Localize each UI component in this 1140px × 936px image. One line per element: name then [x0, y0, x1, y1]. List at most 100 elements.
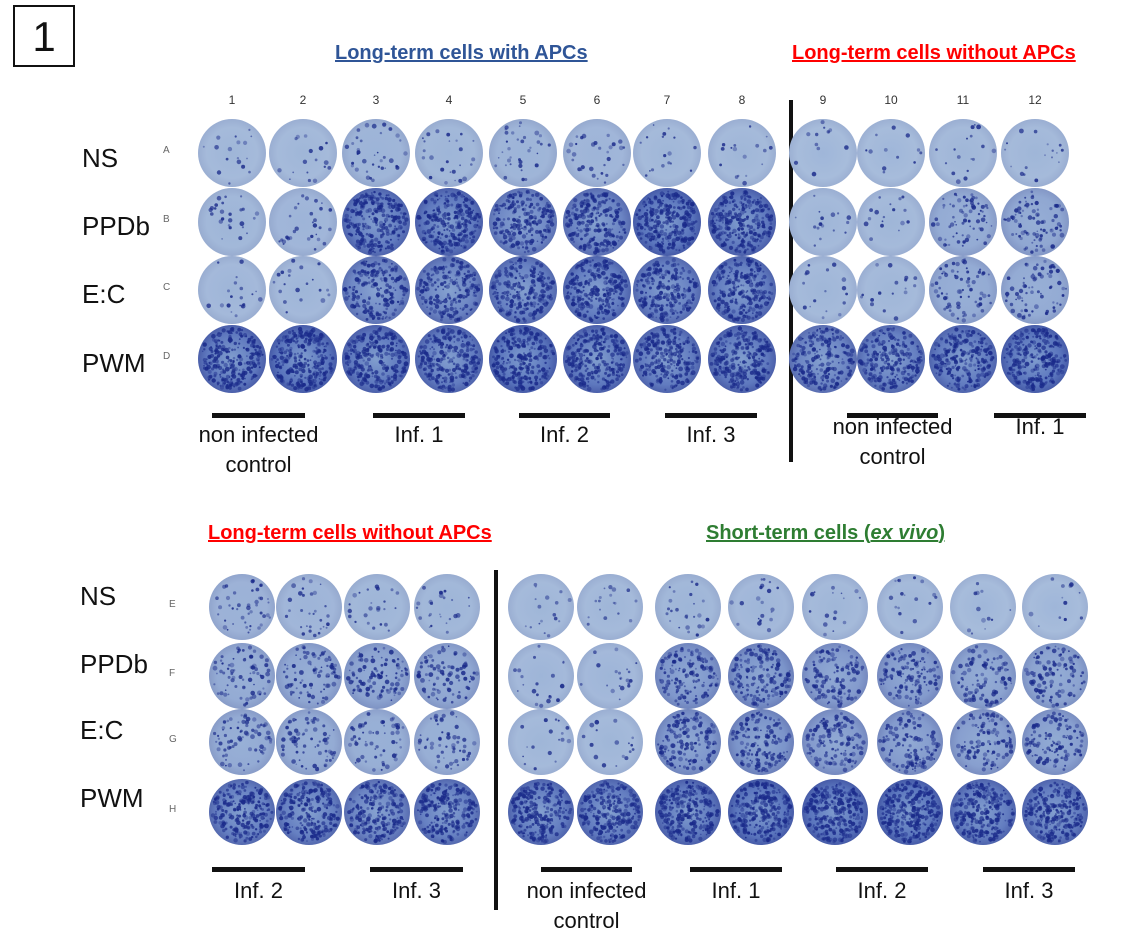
well-f4: [413, 642, 481, 710]
well-c5: [488, 255, 558, 325]
column-number-5: 5: [503, 93, 543, 107]
group-label-6-line1: Inf. 3: [939, 876, 1119, 906]
group-bar-5: [836, 867, 928, 872]
well-g4: [413, 708, 481, 776]
group-bar-1: [212, 867, 305, 872]
row-letter-g: G: [169, 734, 177, 745]
well-h8: [727, 778, 795, 846]
row-label-f: PPDb: [80, 649, 148, 680]
well-f8: [727, 642, 795, 710]
heading-short-term-suffix: ): [938, 522, 945, 544]
well-e7: [654, 573, 722, 641]
well-g9: [801, 708, 869, 776]
group-bar-1: [212, 413, 305, 418]
well-g12: [1021, 708, 1089, 776]
row-label-g: E:C: [80, 715, 123, 746]
well-c1: [197, 255, 267, 325]
column-number-1: 1: [212, 93, 252, 107]
heading-without-apcs-top: Long-term cells without APCs: [792, 42, 1076, 65]
well-e5: [507, 573, 575, 641]
well-g7: [654, 708, 722, 776]
well-f2: [275, 642, 343, 710]
well-e10: [876, 573, 944, 641]
well-d6: [562, 324, 632, 394]
row-letter-b: B: [163, 214, 170, 225]
well-h4: [413, 778, 481, 846]
well-d3: [341, 324, 411, 394]
column-number-9: 9: [803, 93, 843, 107]
group-bar-3: [519, 413, 610, 418]
heading-short-term-prefix: Short-term cells (: [706, 522, 870, 544]
well-h1: [208, 778, 276, 846]
well-b12: [1000, 187, 1070, 257]
well-g11: [949, 708, 1017, 776]
well-e12: [1021, 573, 1089, 641]
group-label-3-line2: control: [497, 906, 677, 936]
well-h9: [801, 778, 869, 846]
row-label-c: E:C: [82, 279, 125, 310]
well-g10: [876, 708, 944, 776]
well-g5: [507, 708, 575, 776]
row-letter-h: H: [169, 804, 176, 815]
group-label-1-line1: Inf. 2: [169, 876, 349, 906]
column-number-3: 3: [356, 93, 396, 107]
well-d7: [632, 324, 702, 394]
group-label-5-line2: control: [803, 442, 983, 472]
well-h2: [275, 778, 343, 846]
row-letter-d: D: [163, 351, 170, 362]
group-label-1-line1: non infected: [169, 420, 349, 450]
row-letter-f: F: [169, 668, 175, 679]
well-g1: [208, 708, 276, 776]
group-label-2-line1: Inf. 3: [327, 876, 507, 906]
well-g6: [576, 708, 644, 776]
well-f9: [801, 642, 869, 710]
well-c10: [856, 255, 926, 325]
well-f12: [1021, 642, 1089, 710]
well-e11: [949, 573, 1017, 641]
well-a12: [1000, 118, 1070, 188]
well-e8: [727, 573, 795, 641]
column-number-11: 11: [943, 93, 983, 107]
well-d2: [268, 324, 338, 394]
well-f3: [343, 642, 411, 710]
well-d8: [707, 324, 777, 394]
column-number-12: 12: [1015, 93, 1055, 107]
heading-short-term: Short-term cells (ex vivo): [706, 522, 945, 545]
well-b6: [562, 187, 632, 257]
well-a3: [341, 118, 411, 188]
row-label-e: NS: [80, 581, 116, 612]
well-c2: [268, 255, 338, 325]
well-b10: [856, 187, 926, 257]
column-number-2: 2: [283, 93, 323, 107]
heading-with-apcs-top: Long-term cells with APCs: [335, 42, 588, 65]
well-b3: [341, 187, 411, 257]
well-a5: [488, 118, 558, 188]
well-c6: [562, 255, 632, 325]
group-bar-4: [665, 413, 757, 418]
well-a7: [632, 118, 702, 188]
well-h7: [654, 778, 722, 846]
well-a11: [928, 118, 998, 188]
column-number-8: 8: [722, 93, 762, 107]
well-b5: [488, 187, 558, 257]
well-f11: [949, 642, 1017, 710]
group-bar-2: [370, 867, 463, 872]
row-label-a: NS: [82, 143, 118, 174]
row-letter-c: C: [163, 282, 170, 293]
group-bar-3: [541, 867, 632, 872]
well-f6: [576, 642, 644, 710]
well-c9: [788, 255, 858, 325]
well-b7: [632, 187, 702, 257]
group-bar-6: [983, 867, 1075, 872]
row-label-d: PWM: [82, 348, 146, 379]
well-h5: [507, 778, 575, 846]
well-b1: [197, 187, 267, 257]
heading-short-term-italic: ex vivo: [870, 522, 938, 544]
well-h6: [576, 778, 644, 846]
well-c12: [1000, 255, 1070, 325]
panel-number: 1: [13, 5, 75, 67]
well-b8: [707, 187, 777, 257]
well-e1: [208, 573, 276, 641]
well-e3: [343, 573, 411, 641]
well-f10: [876, 642, 944, 710]
